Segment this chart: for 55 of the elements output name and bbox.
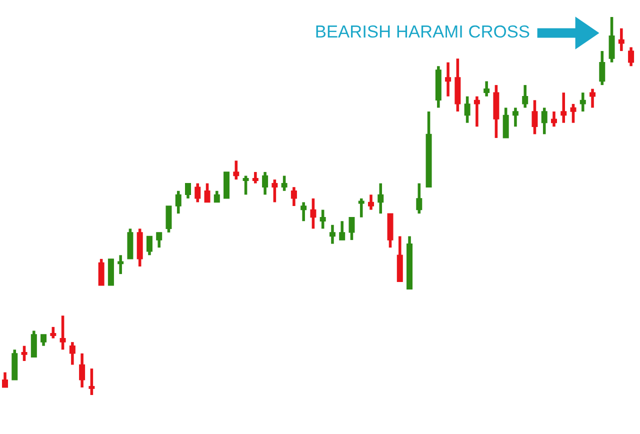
candlestick (599, 50, 606, 86)
candlestick (252, 170, 258, 185)
candlestick (464, 94, 470, 124)
candlestick (474, 94, 480, 128)
candlestick (512, 106, 518, 128)
candlestick (233, 159, 240, 181)
candlestick (590, 87, 596, 110)
candlestick (166, 204, 172, 234)
candlestick (368, 193, 374, 212)
candlestick (40, 333, 47, 348)
candlestick (550, 110, 557, 128)
annotation: BEARISH HARAMI CROSS (316, 25, 530, 38)
candlestick (416, 182, 422, 215)
candlestick (378, 182, 384, 215)
candlestick (532, 98, 538, 136)
candlestick (522, 84, 528, 110)
candlestick (570, 102, 576, 124)
candlestick (262, 170, 268, 196)
candlestick (281, 174, 288, 192)
candlestick (79, 352, 86, 389)
candlestick (21, 344, 28, 362)
candlestick (580, 91, 586, 113)
candlestick (502, 106, 509, 140)
candlestick (146, 234, 152, 257)
candlestick (560, 91, 567, 124)
candlestick (194, 182, 201, 204)
candlestick (214, 189, 220, 204)
candlestick (204, 182, 210, 204)
candlestick (541, 106, 548, 136)
candlestick (329, 224, 336, 246)
candlestick (60, 314, 66, 352)
candlestick (98, 258, 104, 287)
candlestick (118, 254, 124, 276)
candlestick (320, 208, 326, 230)
candlestick (339, 220, 346, 242)
candlestick (290, 186, 297, 208)
candlestick (348, 216, 355, 242)
candlestick (242, 174, 249, 196)
candlestick (185, 182, 191, 200)
candlestick (618, 26, 624, 52)
candlestick (300, 200, 307, 223)
candlestick (175, 189, 182, 215)
candlestick (69, 340, 76, 366)
candlestick (608, 16, 615, 64)
candlestick (628, 46, 634, 68)
candlestick (50, 326, 56, 340)
candlestick (272, 178, 278, 204)
candlestick (156, 231, 162, 249)
candlestick (30, 329, 37, 359)
candlestick (88, 367, 95, 396)
candlestick (358, 197, 364, 219)
candlestick (2, 370, 8, 389)
candlestick (484, 80, 490, 98)
candlestick (310, 197, 316, 230)
candlestick (445, 60, 452, 98)
